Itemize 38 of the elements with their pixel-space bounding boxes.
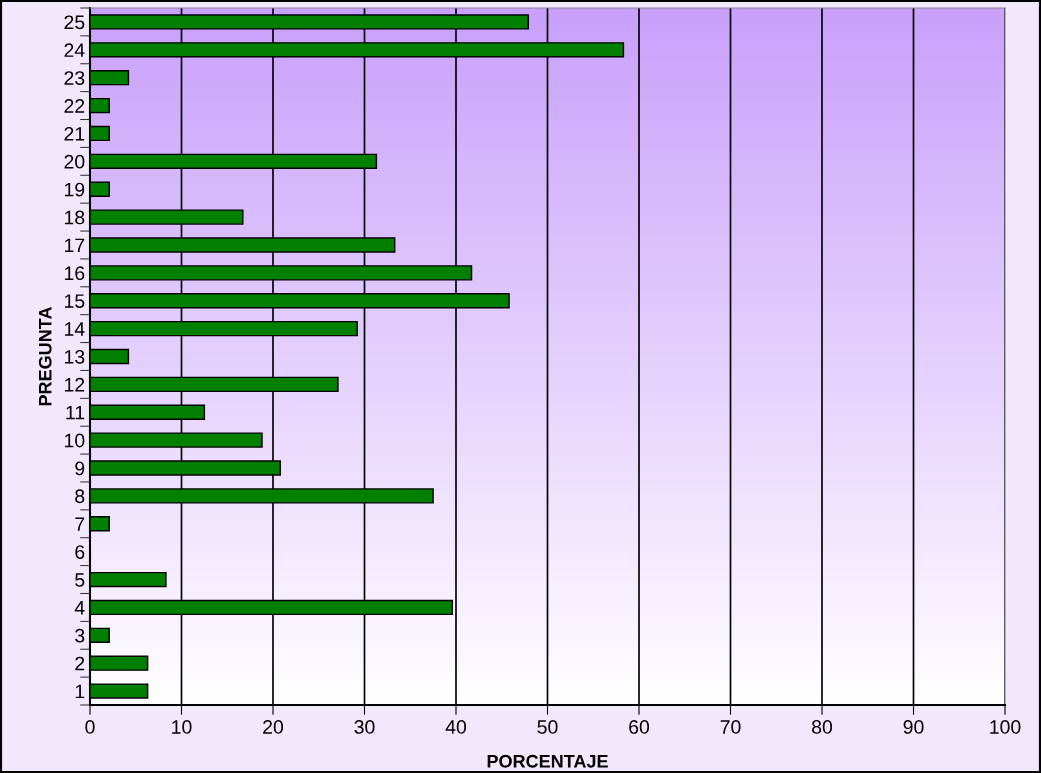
- y-tick-label: 14: [65, 322, 85, 336]
- y-tick-label: 21: [64, 126, 85, 141]
- y-tick-label: 1: [75, 684, 85, 699]
- y-tick-label: 19: [65, 182, 85, 197]
- y-tick-label: 18: [65, 210, 85, 225]
- y-tick-label: 15: [65, 294, 85, 308]
- y-tick-label: 3: [75, 628, 85, 643]
- x-tick-label: 80: [812, 720, 833, 734]
- y-tick-label: 22: [64, 99, 85, 113]
- y-tick-label: 2: [75, 656, 85, 671]
- y-tick-label: 10: [65, 433, 85, 448]
- x-tick-label: 20: [263, 720, 284, 734]
- x-tick-label: 100: [990, 720, 1021, 734]
- y-tick-label: 9: [75, 461, 85, 476]
- y-tick-label: 12: [65, 377, 85, 392]
- y-tick-label: 23: [64, 71, 85, 85]
- x-tick-label: 70: [720, 720, 741, 734]
- x-tick-label: 10: [172, 720, 192, 734]
- y-tick-label: 7: [75, 517, 85, 531]
- y-axis-title: PREGUNTA: [38, 306, 52, 406]
- y-tick-label: 5: [75, 573, 85, 587]
- y-tick-label: 13: [65, 349, 85, 364]
- y-tick-label: 6: [75, 545, 85, 559]
- y-tick-label: 16: [65, 266, 85, 281]
- y-tick-label: 11: [66, 405, 85, 420]
- x-tick-label: 40: [445, 720, 467, 734]
- x-tick-label: 30: [354, 720, 375, 734]
- x-tick-label: 50: [537, 720, 558, 734]
- y-tick-label: 4: [74, 601, 85, 615]
- x-tick-label: 90: [903, 720, 924, 734]
- y-tick-label: 24: [64, 43, 85, 57]
- y-tick-label: 8: [75, 489, 85, 504]
- x-tick-label: 60: [629, 720, 650, 734]
- y-tick-label: 17: [65, 238, 85, 253]
- x-axis-title: PORCENTAJE: [487, 754, 608, 768]
- y-tick-label: 25: [64, 15, 85, 30]
- y-tick-label: 20: [64, 154, 85, 169]
- x-tick-label: 0: [85, 720, 95, 734]
